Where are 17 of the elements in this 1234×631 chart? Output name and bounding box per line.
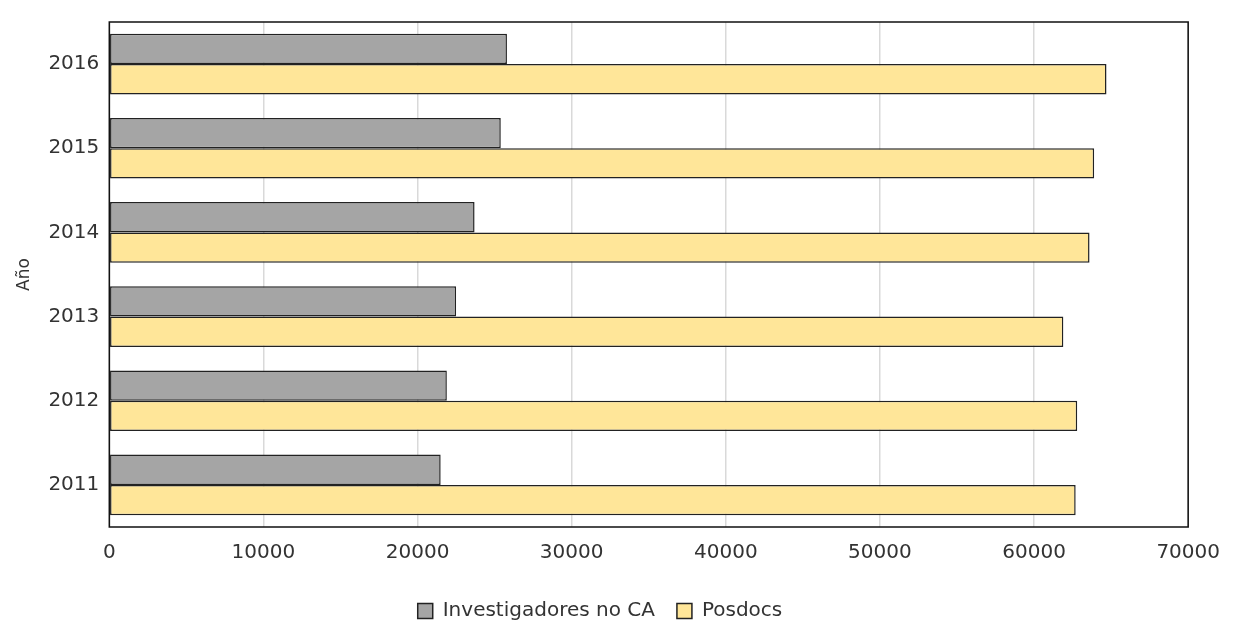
x-tick-label: 0 — [102, 539, 116, 564]
y-tick-label: 2015 — [48, 134, 100, 159]
legend-label: Investigadores no CA — [442, 597, 656, 622]
y-tick-label: 2014 — [48, 218, 100, 243]
y-tick-label: 2013 — [48, 302, 100, 327]
x-tick-label: 60000 — [1002, 539, 1066, 564]
x-tick-label: 70000 — [1156, 539, 1220, 564]
x-tick-label: 20000 — [385, 539, 450, 564]
y-axis-title: Año — [12, 258, 33, 291]
x-tick-label: 10000 — [231, 539, 296, 564]
y-tick-label: 2011 — [48, 471, 100, 496]
x-tick-label: 40000 — [693, 539, 758, 564]
y-tick-label: 2016 — [48, 50, 100, 75]
x-tick-label: 30000 — [539, 539, 604, 564]
y-tick-label: 2012 — [48, 386, 100, 411]
legend-label: Posdocs — [701, 597, 783, 622]
x-tick-label: 50000 — [848, 539, 912, 564]
